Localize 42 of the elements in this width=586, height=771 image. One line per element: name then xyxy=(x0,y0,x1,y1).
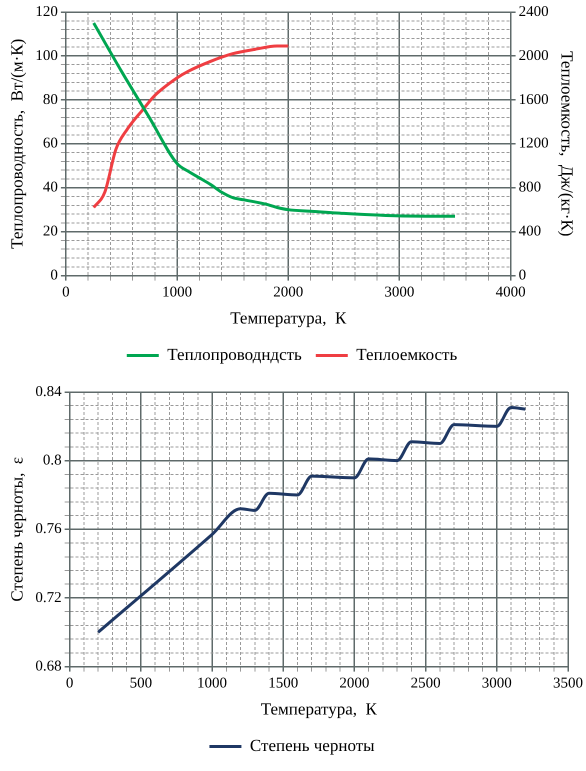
line-series xyxy=(96,406,527,634)
y-tick-label: 0 xyxy=(50,268,58,284)
line-series xyxy=(92,21,457,218)
x-axis-title: Температура, К xyxy=(230,308,347,328)
x-tick-label: 1500 xyxy=(268,676,298,692)
x-tick-label: 3000 xyxy=(482,676,512,692)
y-tick-label: 0.72 xyxy=(35,590,62,606)
y-tick-label: 60 xyxy=(42,136,58,152)
y-axis-title: Теплопроводность, Вт/(м·К) xyxy=(8,38,27,249)
y-tick-label: 80 xyxy=(42,92,58,108)
x-tick-label: 2500 xyxy=(410,676,441,692)
y2-tick-label: 1200 xyxy=(518,136,549,152)
legend-label: Теплоемкость xyxy=(356,344,458,364)
x-tick-label: 3000 xyxy=(384,284,414,301)
line-series xyxy=(92,44,290,210)
y2-axis-title: Теплоемкость, Дж/(кг·К) xyxy=(557,51,576,236)
legend-label: Степень черноты xyxy=(250,736,376,755)
x-tick-label: 500 xyxy=(130,676,152,692)
y2-tick-label: 0 xyxy=(518,268,526,284)
y-tick-label: 40 xyxy=(42,180,58,196)
y-tick-label: 120 xyxy=(35,4,58,20)
x-tick-label: 0 xyxy=(66,676,74,692)
y-tick-label: 0.8 xyxy=(42,452,62,469)
x-tick-label: 2000 xyxy=(273,284,304,301)
y2-tick-label: 2000 xyxy=(518,48,549,64)
y2-tick-label: 400 xyxy=(518,224,542,240)
y-tick-label: 0.76 xyxy=(35,521,62,538)
legend-label: Теплопроводндсть xyxy=(167,344,302,364)
y2-tick-label: 1600 xyxy=(518,92,549,108)
x-tick-label: 1000 xyxy=(197,676,228,692)
y2-tick-label: 800 xyxy=(518,180,542,196)
y-axis-title: Степень черноты, ε xyxy=(8,457,27,602)
x-tick-label: 2000 xyxy=(339,676,370,692)
x-tick-label: 3500 xyxy=(553,676,583,692)
y-tick-label: 0.68 xyxy=(35,658,62,675)
y-tick-label: 0.84 xyxy=(35,384,62,400)
y2-tick-label: 2400 xyxy=(518,4,549,20)
y-tick-label: 100 xyxy=(35,48,58,64)
x-axis-title: Температура, К xyxy=(260,699,378,718)
x-tick-label: 4000 xyxy=(496,284,526,301)
y-tick-label: 20 xyxy=(42,224,58,240)
x-tick-label: 1000 xyxy=(162,284,192,301)
